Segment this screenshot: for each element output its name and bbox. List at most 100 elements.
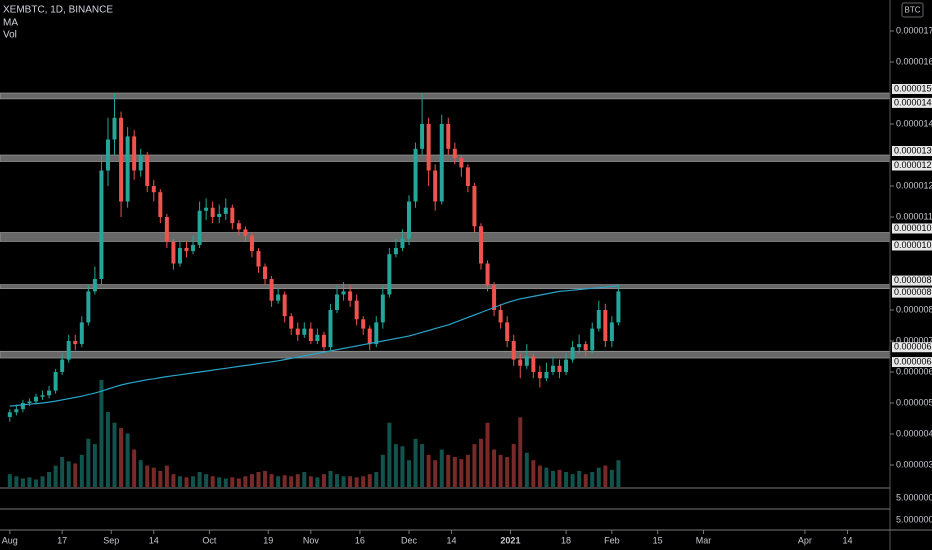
volume-bar bbox=[518, 417, 523, 487]
volume-bar bbox=[132, 449, 137, 487]
level-label: 0.00000645 bbox=[894, 356, 932, 366]
volume-bar bbox=[446, 454, 451, 487]
candle-body bbox=[125, 136, 130, 202]
volume-bar bbox=[86, 438, 91, 487]
level-label-box bbox=[892, 83, 932, 94]
currency-button[interactable] bbox=[901, 2, 924, 18]
volume-bar bbox=[119, 428, 124, 487]
x-tick-label: 16 bbox=[355, 535, 365, 545]
candle-body bbox=[308, 328, 313, 341]
candle-body bbox=[282, 294, 287, 317]
volume-bar bbox=[138, 460, 143, 487]
volume-bar bbox=[79, 454, 84, 487]
volume-bar bbox=[511, 444, 516, 487]
volume-bar bbox=[191, 476, 196, 487]
volume-bar bbox=[341, 476, 346, 487]
volume-bar bbox=[400, 446, 405, 487]
level-label: 0.00001021 bbox=[894, 240, 932, 250]
candle-body bbox=[236, 223, 241, 230]
candle-body bbox=[407, 201, 412, 239]
y-tick-label: 0.00001700 bbox=[896, 25, 932, 35]
candle-body bbox=[217, 213, 222, 217]
volume-bar bbox=[531, 460, 536, 487]
volume-bar bbox=[40, 476, 45, 487]
level-label: 0.00000667 bbox=[894, 342, 932, 352]
candle-body bbox=[518, 359, 523, 366]
candle-body bbox=[33, 396, 38, 402]
y-tick-label: 0.00001600 bbox=[896, 56, 932, 66]
volume-bar bbox=[145, 465, 150, 487]
candle-body bbox=[184, 247, 189, 252]
y-tick-label: 0.00000600 bbox=[896, 366, 932, 376]
volume-bar bbox=[564, 472, 569, 487]
candle-body bbox=[73, 340, 78, 345]
candle-body bbox=[14, 409, 19, 413]
x-tick-label: 14 bbox=[842, 535, 852, 545]
candle-body bbox=[92, 278, 97, 292]
volume-bar bbox=[243, 476, 248, 487]
level-label: 0.00001300 bbox=[894, 145, 932, 155]
lower-pane-label: 5.00000000 bbox=[896, 492, 932, 502]
volume-bar bbox=[420, 444, 425, 487]
volume-bar bbox=[7, 474, 12, 487]
volume-bar bbox=[603, 465, 608, 487]
x-tick-label: 14 bbox=[149, 535, 159, 545]
candle-body bbox=[27, 401, 32, 403]
y-tick-label: 0.00000300 bbox=[896, 459, 932, 469]
candle-body bbox=[171, 241, 176, 264]
y-tick-label: 0.00001100 bbox=[896, 211, 932, 221]
volume-bar bbox=[328, 470, 333, 487]
candle-body bbox=[105, 139, 110, 171]
candle-body bbox=[302, 328, 307, 335]
candle-body bbox=[603, 309, 608, 341]
candle-body bbox=[492, 285, 497, 310]
level-band bbox=[0, 284, 891, 289]
volume-bar bbox=[544, 467, 549, 487]
y-tick-label: 0.00000500 bbox=[896, 397, 932, 407]
candle-body bbox=[191, 244, 196, 252]
x-tick-label: 17 bbox=[57, 535, 67, 545]
candle-body bbox=[439, 123, 444, 202]
x-tick-label: 14 bbox=[447, 535, 457, 545]
volume-bar bbox=[92, 444, 97, 487]
candle-body bbox=[426, 123, 431, 171]
volume-bar bbox=[60, 457, 65, 487]
indicator-label: Vol bbox=[3, 30, 17, 41]
candle-body bbox=[400, 238, 405, 248]
candle-body bbox=[420, 123, 425, 149]
currency-label[interactable]: BTC bbox=[905, 6, 921, 15]
level-label-box bbox=[892, 287, 932, 298]
candle-body bbox=[53, 371, 58, 391]
level-label-box bbox=[892, 357, 932, 368]
volume-bar bbox=[537, 465, 542, 487]
volume-bar bbox=[524, 452, 529, 487]
candle-body bbox=[204, 207, 209, 211]
volume-bar bbox=[426, 454, 431, 487]
volume-bar bbox=[256, 472, 261, 487]
volume bbox=[7, 379, 621, 487]
level-label: 0.00001481 bbox=[894, 97, 932, 107]
volume-bar bbox=[387, 422, 392, 487]
level-label-box bbox=[892, 97, 932, 108]
candle-body bbox=[550, 365, 555, 372]
volume-bar bbox=[609, 469, 614, 487]
volume-bar bbox=[570, 474, 575, 487]
volume-bar bbox=[112, 422, 117, 487]
candle-body bbox=[230, 207, 235, 224]
candle-body bbox=[616, 291, 621, 323]
candle-body bbox=[537, 371, 542, 379]
volume-bar bbox=[282, 475, 287, 487]
candle-body bbox=[531, 356, 536, 372]
level-band bbox=[0, 92, 891, 100]
candle-body bbox=[138, 154, 143, 171]
volume-bar bbox=[73, 463, 78, 487]
candle-body bbox=[433, 170, 438, 202]
volume-bar bbox=[210, 476, 215, 487]
volume-bar bbox=[223, 478, 228, 487]
candle-body bbox=[210, 207, 215, 217]
candle-body bbox=[256, 251, 261, 267]
candle-body bbox=[367, 328, 372, 345]
candle-body bbox=[295, 328, 300, 335]
